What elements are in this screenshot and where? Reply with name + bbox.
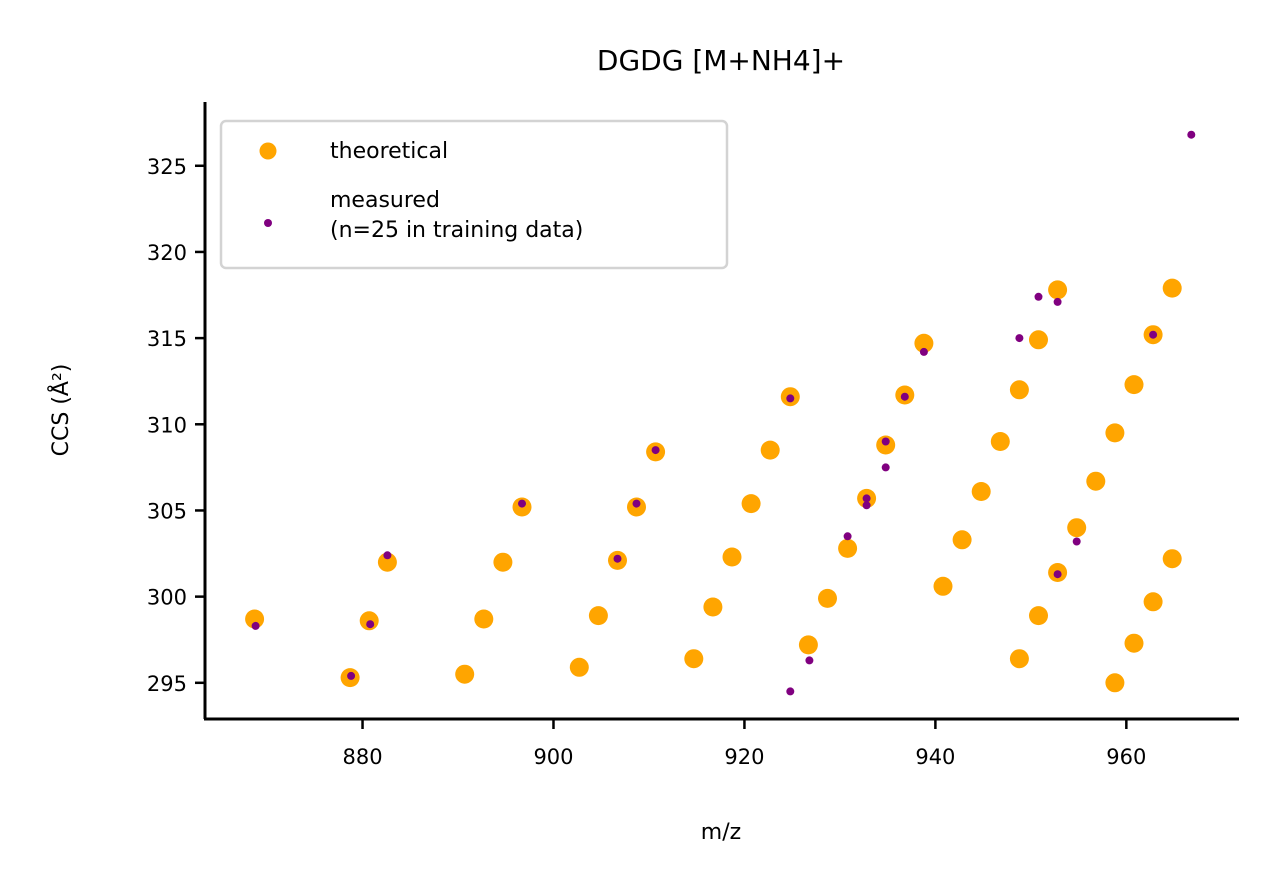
theoretical-point <box>1029 330 1048 350</box>
legend-label-measured-line2: (n=25 in training data) <box>330 218 583 243</box>
theoretical-point <box>1009 649 1029 669</box>
theoretical-point <box>703 597 723 617</box>
y-tick-label: 295 <box>147 672 187 696</box>
theoretical-point <box>1048 280 1068 300</box>
y-tick-label: 310 <box>147 413 187 437</box>
legend-label-measured-line1: measured <box>330 188 440 213</box>
theoretical-point <box>1143 592 1163 612</box>
theoretical-point <box>1009 380 1029 400</box>
measured-point <box>1034 292 1043 301</box>
measured-point <box>251 621 260 630</box>
legend-label-measured: measured (n=25 in training data) <box>330 188 583 243</box>
x-axis-label: m/z <box>701 820 741 845</box>
theoretical-point <box>818 588 837 608</box>
measured-point <box>613 554 622 563</box>
legend-box <box>219 119 729 270</box>
x-tick-label: 900 <box>533 745 573 769</box>
measured-point <box>1053 297 1062 306</box>
y-tick-label: 320 <box>147 241 187 265</box>
theoretical-point <box>838 538 858 558</box>
theoretical-point <box>933 576 953 596</box>
legend-marker-measured <box>264 219 272 227</box>
measured-point <box>805 656 814 665</box>
theoretical-point <box>1162 278 1182 298</box>
theoretical-point <box>741 494 761 514</box>
y-tick-label: 315 <box>147 327 187 351</box>
theoretical-point <box>377 552 397 572</box>
theoretical-point <box>952 530 972 550</box>
measured-point <box>1053 570 1062 579</box>
theoretical-point <box>455 664 475 684</box>
measured-point <box>383 551 392 560</box>
measured-point <box>862 501 871 510</box>
theoretical-point <box>684 649 704 669</box>
y-tick-label: 305 <box>147 499 187 523</box>
y-axis-ticks: 295 300 305 310 315 320 325 <box>147 155 205 696</box>
measured-point <box>862 494 871 503</box>
theoretical-point <box>569 657 589 677</box>
legend: theoretical measured (n=25 in training d… <box>219 119 729 270</box>
y-axis-label: CCS (Å²) <box>47 364 74 457</box>
theoretical-point <box>588 606 608 626</box>
theoretical-point <box>493 552 513 572</box>
legend-label-theoretical: theoretical <box>330 139 448 164</box>
theoretical-point <box>474 609 494 629</box>
x-tick-label: 880 <box>342 745 382 769</box>
theoretical-point <box>1067 518 1087 538</box>
measured-point <box>919 347 928 356</box>
x-tick-label: 920 <box>724 745 764 769</box>
theoretical-point <box>1124 375 1144 395</box>
measured-point <box>518 499 526 508</box>
theoretical-point <box>1105 423 1125 443</box>
legend-marker-theoretical <box>259 142 277 160</box>
measured-point <box>347 671 356 680</box>
theoretical-point <box>1162 549 1182 569</box>
theoretical-point <box>760 440 780 460</box>
x-tick-label: 940 <box>915 745 955 769</box>
theoretical-point <box>245 609 265 629</box>
measured-point <box>786 394 795 403</box>
theoretical-point <box>1105 673 1125 693</box>
measured-point <box>632 499 641 508</box>
plot-area <box>245 130 1196 696</box>
measured-point <box>881 463 890 472</box>
theoretical-point <box>1124 633 1144 653</box>
measured-point <box>1187 130 1196 139</box>
measured-point <box>651 446 660 455</box>
measured-point <box>786 687 795 696</box>
x-tick-label: 960 <box>1106 745 1146 769</box>
theoretical-point <box>722 547 742 567</box>
measured-point <box>1015 334 1024 343</box>
measured-point <box>1072 537 1081 546</box>
theoretical-point <box>798 635 818 655</box>
theoretical-point <box>914 333 934 353</box>
theoretical-point <box>1086 471 1106 491</box>
measured-point <box>881 437 890 446</box>
chart-title: DGDG [M+NH4]+ <box>597 44 845 77</box>
measured-point <box>900 392 909 401</box>
measured-point <box>366 620 375 629</box>
measured-point <box>843 532 852 541</box>
y-tick-label: 300 <box>147 586 187 610</box>
theoretical-point <box>971 482 991 501</box>
y-tick-label: 325 <box>147 155 187 179</box>
measured-point <box>1149 330 1158 339</box>
theoretical-point <box>990 432 1010 451</box>
x-axis-ticks: 880 900 920 940 960 <box>342 719 1146 769</box>
theoretical-point <box>1029 606 1048 626</box>
